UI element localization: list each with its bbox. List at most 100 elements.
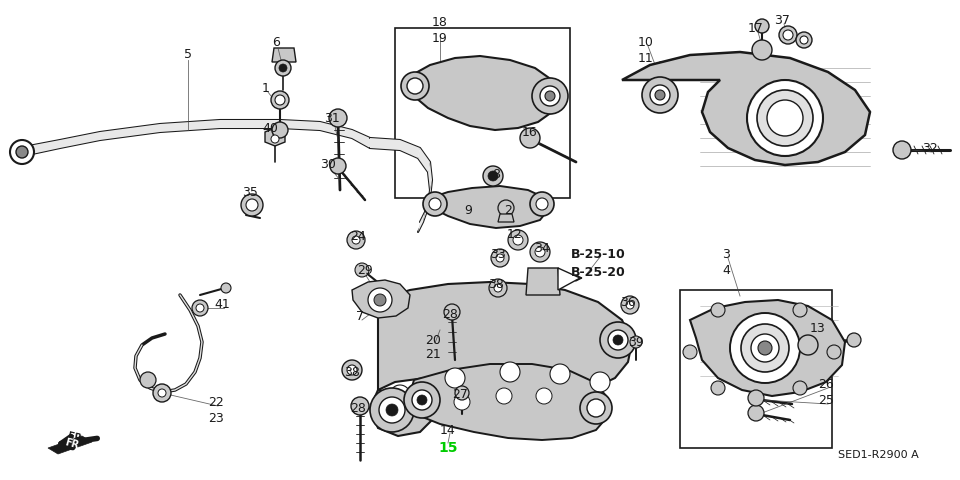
Circle shape: [379, 397, 405, 423]
Text: 28: 28: [442, 309, 458, 322]
Text: 3: 3: [722, 249, 730, 262]
Circle shape: [16, 146, 28, 158]
Circle shape: [847, 333, 861, 347]
Text: 20: 20: [425, 334, 441, 347]
Text: 13: 13: [810, 322, 826, 335]
Polygon shape: [265, 128, 285, 146]
Circle shape: [613, 335, 623, 345]
Circle shape: [496, 254, 504, 262]
Circle shape: [535, 247, 545, 257]
Polygon shape: [558, 268, 580, 290]
Circle shape: [368, 288, 392, 312]
Polygon shape: [408, 364, 608, 440]
Circle shape: [655, 90, 665, 100]
Circle shape: [491, 249, 509, 267]
Text: 30: 30: [320, 158, 336, 171]
Polygon shape: [60, 132, 100, 148]
Text: 35: 35: [242, 187, 258, 200]
Circle shape: [779, 26, 797, 44]
Polygon shape: [622, 52, 870, 165]
Circle shape: [741, 324, 789, 372]
Circle shape: [271, 91, 289, 109]
Circle shape: [796, 32, 812, 48]
Text: 23: 23: [208, 411, 224, 424]
Circle shape: [329, 109, 347, 127]
Circle shape: [275, 95, 285, 105]
Polygon shape: [370, 282, 632, 436]
Polygon shape: [48, 436, 92, 454]
Text: 34: 34: [534, 241, 550, 254]
Text: 15: 15: [439, 441, 458, 455]
Circle shape: [412, 390, 432, 410]
Circle shape: [407, 78, 423, 94]
Circle shape: [513, 235, 523, 245]
Circle shape: [429, 198, 441, 210]
Polygon shape: [526, 268, 560, 295]
Text: 40: 40: [262, 121, 278, 134]
Circle shape: [536, 198, 548, 210]
Text: 31: 31: [324, 111, 340, 124]
Text: 27: 27: [452, 388, 468, 401]
Circle shape: [508, 230, 528, 250]
Polygon shape: [428, 162, 432, 190]
Text: 9: 9: [464, 204, 472, 216]
Circle shape: [272, 122, 288, 138]
Circle shape: [711, 303, 725, 317]
Circle shape: [798, 335, 818, 355]
Circle shape: [221, 283, 231, 293]
Circle shape: [351, 397, 369, 415]
Circle shape: [496, 388, 512, 404]
Polygon shape: [100, 124, 160, 140]
Polygon shape: [498, 214, 514, 222]
Circle shape: [642, 77, 678, 113]
Circle shape: [196, 304, 204, 312]
Circle shape: [621, 296, 639, 314]
Circle shape: [417, 395, 427, 405]
Text: 24: 24: [350, 230, 366, 243]
Text: 37: 37: [774, 13, 790, 26]
Text: 26: 26: [818, 379, 834, 392]
Polygon shape: [418, 212, 425, 232]
Text: 5: 5: [184, 48, 192, 61]
Circle shape: [444, 304, 460, 320]
Circle shape: [374, 294, 386, 306]
Circle shape: [386, 404, 398, 416]
Polygon shape: [418, 148, 430, 172]
Circle shape: [454, 394, 470, 410]
Text: 18: 18: [432, 15, 448, 28]
Polygon shape: [352, 280, 410, 318]
Polygon shape: [272, 48, 296, 62]
Text: 36: 36: [620, 296, 636, 309]
Text: B-25-10: B-25-10: [570, 249, 625, 262]
Circle shape: [530, 242, 550, 262]
Polygon shape: [370, 138, 400, 150]
Text: 25: 25: [818, 394, 834, 407]
Circle shape: [158, 389, 166, 397]
Circle shape: [587, 399, 605, 417]
Circle shape: [445, 368, 465, 388]
Circle shape: [275, 60, 291, 76]
Circle shape: [630, 336, 642, 348]
Circle shape: [536, 388, 552, 404]
Circle shape: [530, 192, 554, 216]
Circle shape: [747, 80, 823, 156]
Circle shape: [370, 388, 414, 432]
Text: SED1-R2900 A: SED1-R2900 A: [838, 450, 919, 460]
Text: 33: 33: [491, 249, 506, 262]
Circle shape: [342, 360, 362, 380]
Circle shape: [498, 200, 514, 216]
Circle shape: [500, 362, 520, 382]
Text: 22: 22: [208, 396, 224, 409]
Circle shape: [800, 36, 808, 44]
Circle shape: [793, 381, 807, 395]
Text: 19: 19: [432, 32, 448, 45]
Polygon shape: [428, 180, 432, 208]
Circle shape: [390, 385, 410, 405]
Circle shape: [600, 322, 636, 358]
Circle shape: [540, 86, 560, 106]
Text: 28: 28: [350, 401, 366, 415]
Circle shape: [192, 300, 208, 316]
Circle shape: [404, 382, 440, 418]
Circle shape: [748, 390, 764, 406]
Text: 4: 4: [722, 264, 730, 276]
